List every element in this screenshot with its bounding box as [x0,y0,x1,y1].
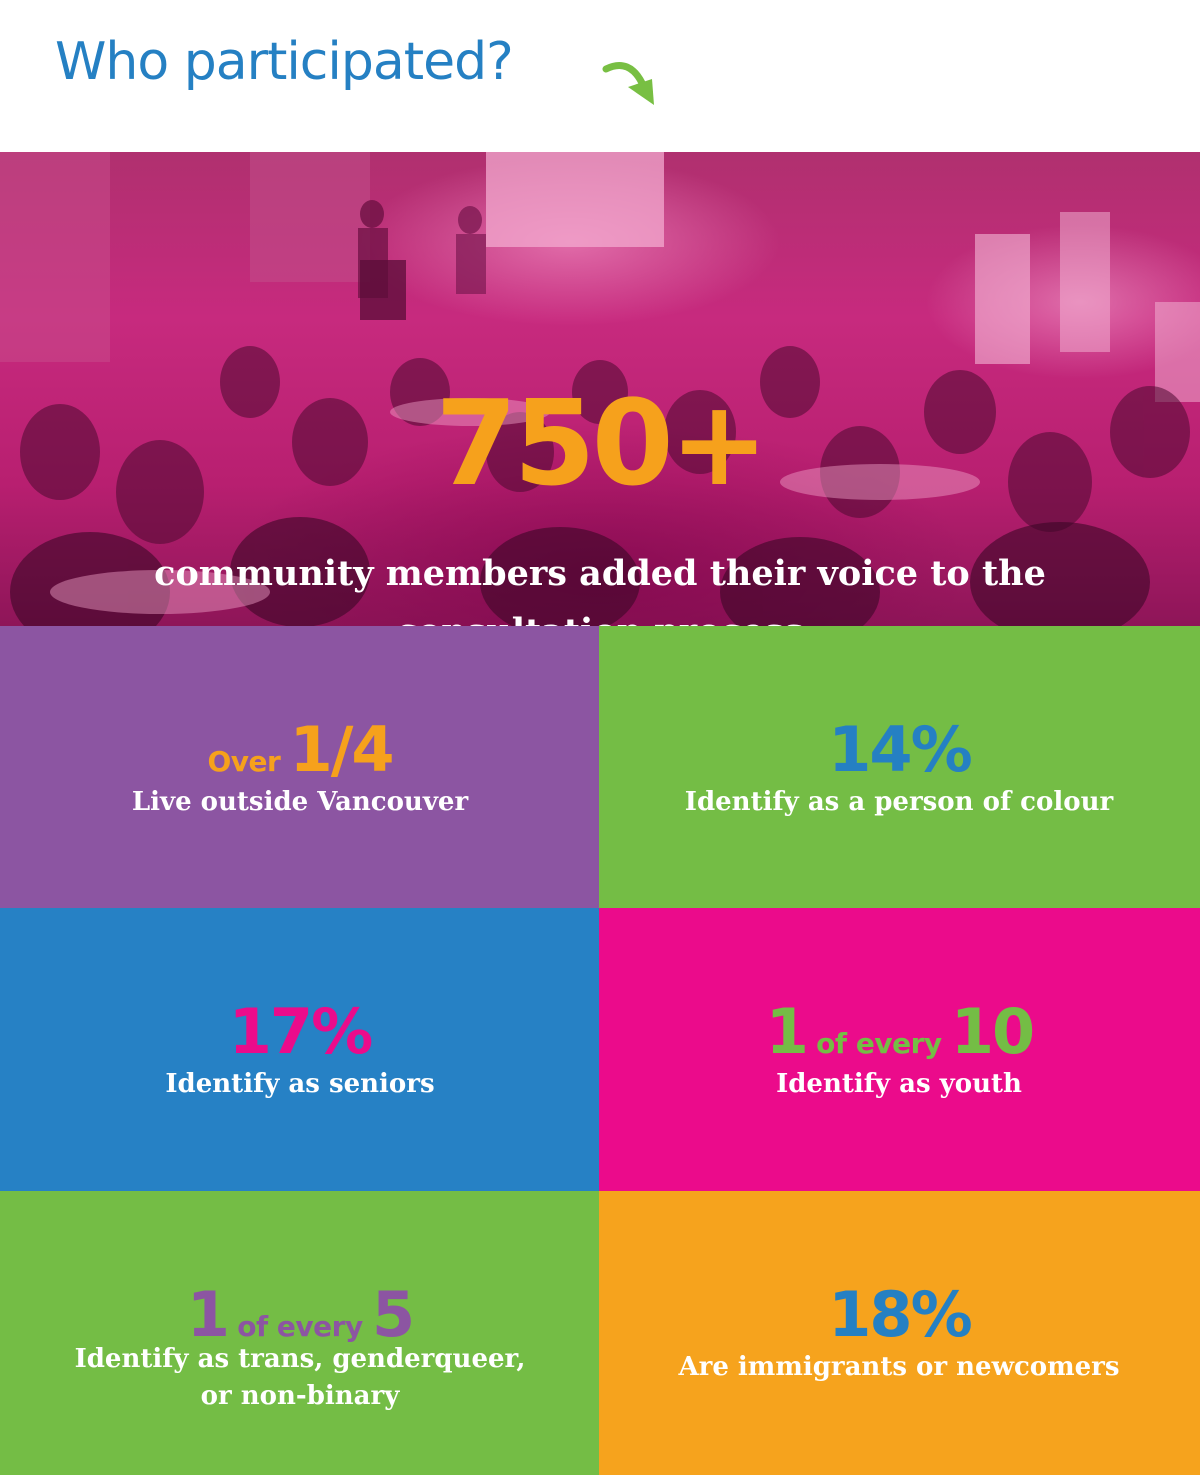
stat-figure: 17% [0,1001,600,1063]
stat-middle: of every [228,1310,372,1343]
stat-figure: Over 1/4 [0,719,600,781]
stat-value-a: 1 [186,1278,230,1351]
stat-label-line-1: Identify as trans, genderqueer, [74,1344,526,1374]
stat-value-a: 1 [765,995,809,1068]
stat-figure: 1 of every 5 [0,1284,600,1346]
stat-value: 14% [828,713,972,786]
stat-value: 1/4 [289,713,395,786]
audience-photo [0,152,1200,626]
hero-caption-line-1: community members added their voice to t… [154,553,1046,594]
curved-arrow-down-right-icon [602,62,654,105]
stat-value-b: 5 [371,1278,415,1351]
page-title: Who participated? [55,32,514,92]
participant-count: 750+ [435,374,768,512]
hero-banner: 750+ community members added their voice… [0,152,1200,626]
stat-value: 17% [228,995,373,1068]
hero-caption-line-2: consultation process [100,603,1100,626]
stat-label: Are immigrants or newcomers [678,1352,1120,1382]
stat-label: Identify as youth [776,1069,1022,1099]
stat-label: Identify as seniors [165,1069,435,1099]
stat-figure: 14% [599,719,1200,781]
stat-value: 18% [828,1278,972,1351]
stat-trans-genderqueer: 1 of every 5 Identify as trans, genderqu… [0,1191,600,1475]
stat-outside-vancouver: Over 1/4 Live outside Vancouver [0,626,600,909]
stat-label: Identify as a person of colour [684,787,1114,817]
stat-value-b: 10 [950,995,1035,1068]
stat-figure: 1 of every 10 [599,1001,1200,1063]
stat-prefix: Over [207,745,290,778]
stat-person-of-colour: 14% Identify as a person of colour [599,626,1200,909]
stat-label: Identify as trans, genderqueer, or non-b… [20,1341,580,1415]
stat-label-line-2: or non-binary [200,1381,400,1411]
hero-caption: community members added their voice to t… [100,545,1100,626]
stat-middle: of every [806,1027,951,1060]
stat-label: Live outside Vancouver [131,787,469,817]
stat-figure: 18% [599,1284,1200,1346]
stat-youth: 1 of every 10 Identify as youth [599,908,1200,1191]
header: Who participated? [0,0,1200,152]
stat-immigrants: 18% Are immigrants or newcomers [599,1191,1200,1475]
stat-seniors: 17% Identify as seniors [0,908,600,1191]
